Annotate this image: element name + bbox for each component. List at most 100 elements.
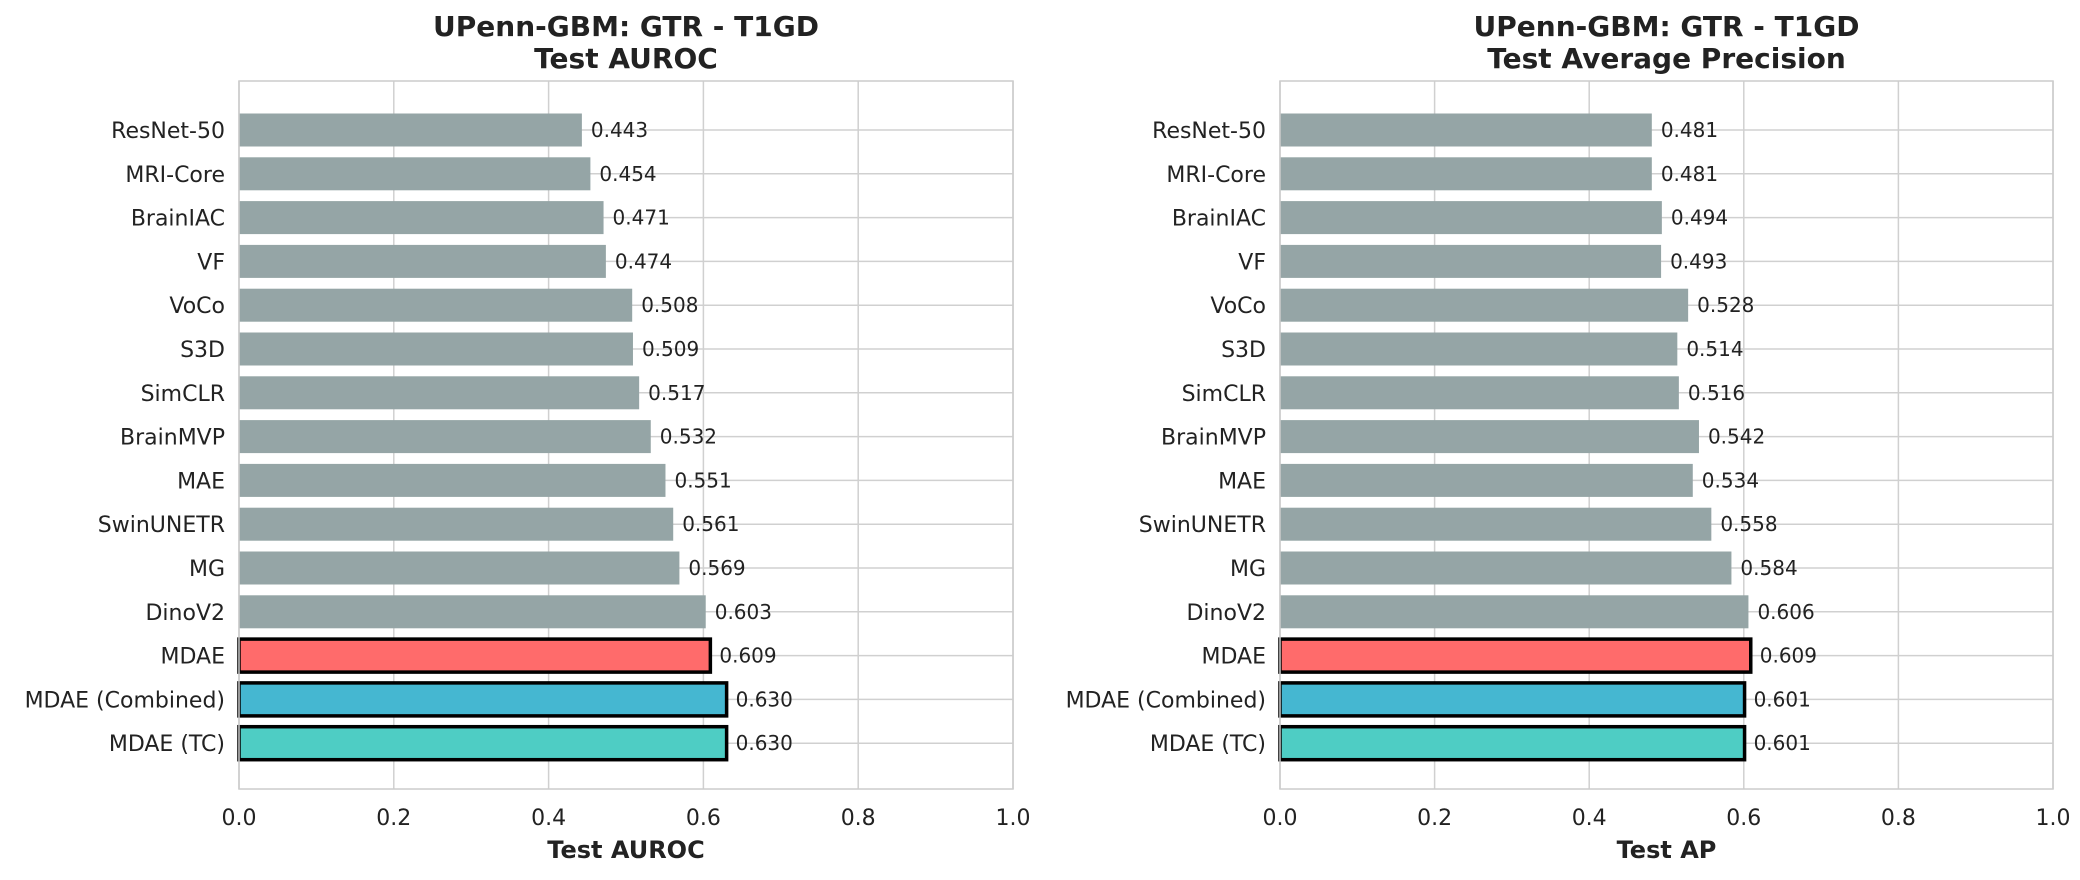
bar: [1278, 681, 1747, 718]
y-tick-label: S3D: [180, 338, 225, 363]
bar-value-label: 0.601: [1754, 731, 1811, 755]
bar: [1280, 507, 1712, 541]
y-tick-label: BrainIAC: [131, 207, 225, 232]
y-tick-label: ResNet-50: [111, 119, 225, 144]
y-tick-label: SwinUNETR: [98, 513, 225, 538]
chart-panel-ap: UPenn-GBM: GTR - T1GD Test Average Preci…: [1066, 10, 2071, 864]
y-tick-label: MAE: [177, 469, 225, 494]
bar-value-label: 0.528: [1697, 293, 1754, 317]
bar: [1280, 463, 1693, 497]
y-tick-label: DinoV2: [145, 601, 225, 626]
bar-value-label: 0.569: [688, 556, 745, 580]
bar: [239, 595, 706, 629]
plot-frame: [1279, 80, 2054, 790]
bar-value-label: 0.514: [1686, 337, 1743, 361]
y-tick-label: VF: [197, 250, 225, 275]
chart-title-line2: Test Average Precision: [1487, 42, 1846, 75]
y-tick-label: BrainMVP: [120, 426, 225, 451]
y-tick-label: SwinUNETR: [1139, 513, 1266, 538]
y-tick-label: VoCo: [169, 294, 225, 319]
bar: [239, 463, 666, 497]
bar-value-label: 0.630: [736, 731, 793, 755]
bar: [239, 201, 604, 235]
bar: [237, 681, 729, 718]
bar: [237, 724, 729, 762]
bar-value-label: 0.609: [1760, 644, 1817, 668]
bar-value-label: 0.551: [674, 468, 731, 492]
bar: [1280, 244, 1662, 278]
y-tick-label: MRI-Core: [1166, 163, 1266, 188]
x-tick-label: 1.0: [2036, 806, 2071, 831]
y-tick-label: MG: [1230, 557, 1266, 582]
y-tick-label: MG: [189, 557, 225, 582]
bar-value-label: 0.481: [1661, 162, 1718, 186]
bar: [239, 420, 651, 454]
x-tick-label: 0.6: [686, 806, 721, 831]
x-axis-label: Test AP: [1617, 836, 1717, 864]
y-tick-label: VoCo: [1210, 294, 1266, 319]
bar: [239, 376, 640, 410]
y-tick-label: MDAE (Combined): [25, 688, 225, 713]
bar-value-label: 0.494: [1671, 206, 1728, 230]
bar-value-label: 0.454: [599, 162, 656, 186]
y-tick-label: DinoV2: [1186, 601, 1266, 626]
bar-value-label: 0.561: [682, 512, 739, 536]
y-tick-label: SimCLR: [1182, 382, 1266, 407]
bar-value-label: 0.443: [591, 118, 648, 142]
x-tick-label: 0.4: [1572, 806, 1607, 831]
y-tick-label: MRI-Core: [125, 163, 225, 188]
bar: [1280, 113, 1652, 147]
bar: [1280, 201, 1662, 235]
bar-value-label: 0.532: [660, 425, 717, 449]
y-tick-label: MDAE: [161, 645, 226, 670]
bar: [239, 507, 674, 541]
chart-title-line1: UPenn-GBM: GTR - T1GD: [1474, 10, 1860, 43]
bar-value-label: 0.471: [613, 206, 670, 230]
bar: [239, 288, 633, 322]
bar: [1280, 420, 1699, 454]
bar-value-label: 0.474: [615, 249, 672, 273]
y-tick-label: MDAE (TC): [1150, 732, 1266, 757]
x-tick-label: 0.0: [1263, 806, 1298, 831]
x-axis-label: Test AUROC: [547, 836, 704, 864]
bar: [1280, 157, 1652, 191]
y-tick-label: MDAE (Combined): [1066, 688, 1266, 713]
chart-panel-auroc: UPenn-GBM: GTR - T1GD Test AUROC Test AU…: [25, 10, 1031, 864]
bar: [1280, 332, 1678, 366]
bar: [1280, 288, 1689, 322]
bar: [239, 113, 582, 147]
bar-value-label: 0.603: [715, 600, 772, 624]
bar: [237, 637, 713, 674]
x-tick-label: 0.8: [1881, 806, 1916, 831]
bar-value-label: 0.584: [1740, 556, 1797, 580]
bar: [239, 157, 591, 191]
bar: [239, 551, 680, 585]
bar-value-label: 0.481: [1661, 118, 1718, 142]
bar-value-label: 0.609: [719, 644, 776, 668]
bar-value-label: 0.508: [641, 293, 698, 317]
bar: [1280, 551, 1732, 585]
y-tick-label: BrainIAC: [1172, 207, 1266, 232]
y-tick-label: ResNet-50: [1152, 119, 1266, 144]
bar-value-label: 0.517: [648, 381, 705, 405]
bar-value-label: 0.601: [1754, 687, 1811, 711]
y-tick-label: S3D: [1221, 338, 1266, 363]
y-tick-label: MDAE: [1202, 645, 1267, 670]
y-tick-label: SimCLR: [141, 382, 225, 407]
chart-title-line2: Test AUROC: [534, 42, 718, 75]
bar-value-label: 0.542: [1708, 425, 1765, 449]
x-tick-label: 0.2: [376, 806, 411, 831]
bar: [1280, 376, 1679, 410]
bar: [1280, 595, 1749, 629]
y-tick-label: VF: [1238, 250, 1266, 275]
x-tick-label: 0.0: [222, 806, 257, 831]
plot-frame: [238, 80, 1014, 790]
bar-value-label: 0.630: [736, 687, 793, 711]
x-tick-label: 0.8: [841, 806, 876, 831]
bar: [239, 332, 633, 366]
bar: [1278, 637, 1753, 674]
bar-value-label: 0.606: [1757, 600, 1814, 624]
bar-value-label: 0.516: [1688, 381, 1745, 405]
